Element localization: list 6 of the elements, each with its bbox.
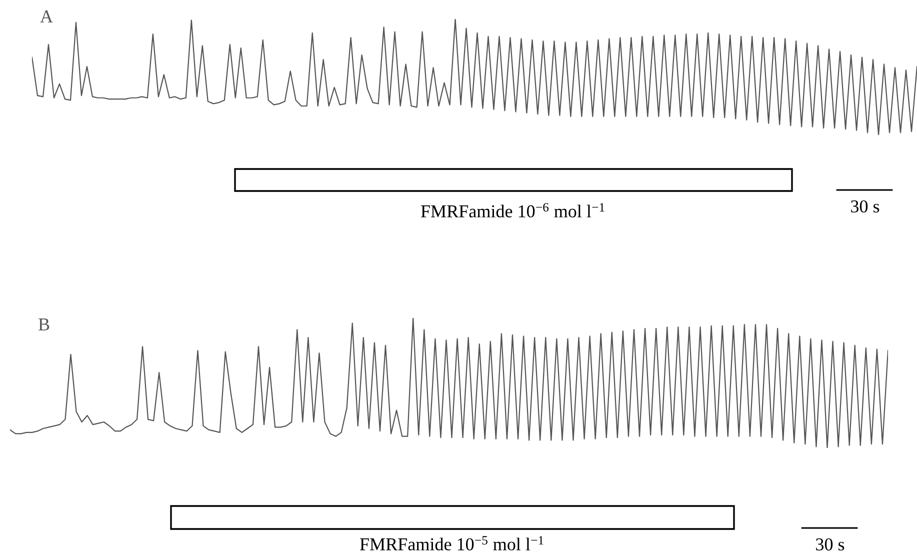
text: 30 s: [851, 200, 880, 213]
text: 30 s: [816, 538, 844, 551]
text: FMRFamide 10$^{−6}$ mol l$^{−1}$: [420, 203, 604, 218]
text: FMRFamide 10$^{−5}$ mol l$^{−1}$: [360, 536, 544, 550]
chart-title: A: [40, 10, 53, 22]
chart-title: B: [38, 318, 50, 330]
